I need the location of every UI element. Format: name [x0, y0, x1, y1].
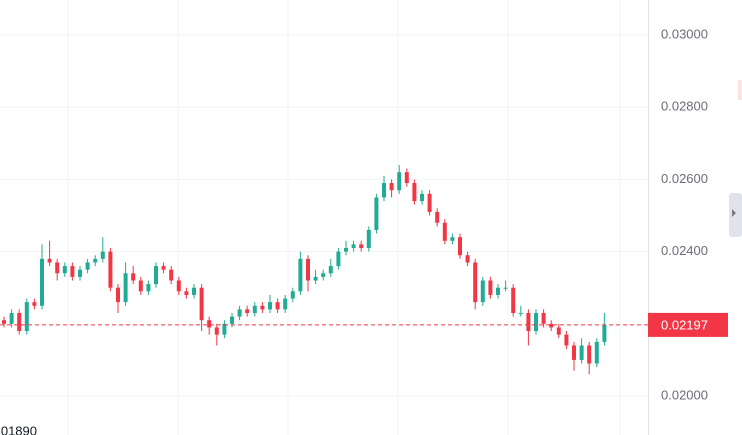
- candle-body: [283, 298, 288, 310]
- y-tick-label: 0.02000: [661, 387, 708, 402]
- candle-body: [412, 183, 417, 202]
- y-tick-label: 0.03000: [661, 26, 708, 41]
- candle-body: [275, 302, 280, 310]
- candle-body: [161, 266, 166, 270]
- candle-body: [374, 197, 379, 230]
- candle-body: [572, 345, 576, 360]
- vertical-grid: [67, 0, 621, 435]
- candle-body: [85, 262, 90, 270]
- left-price-label: 0.01890: [0, 423, 37, 435]
- y-tick-label: 0.02400: [661, 243, 708, 258]
- candle-body: [116, 287, 120, 303]
- candle-body: [2, 320, 6, 324]
- candle-body: [480, 280, 485, 303]
- candle-body: [366, 229, 371, 249]
- side-marker: [738, 80, 742, 100]
- candle-body: [169, 269, 174, 281]
- candle-body: [40, 258, 44, 306]
- candle-body: [108, 251, 113, 288]
- candle-body: [602, 324, 607, 342]
- candle-body: [404, 172, 409, 184]
- candle-body: [328, 266, 333, 274]
- candle-body: [435, 211, 440, 223]
- candle-body: [473, 262, 478, 303]
- candle-body: [511, 287, 516, 313]
- candle-body: [564, 334, 569, 346]
- candle-body: [17, 312, 22, 332]
- candle-body: [9, 312, 14, 324]
- candle-body: [47, 258, 52, 263]
- candle-body: [420, 193, 424, 202]
- candle-body: [556, 327, 561, 335]
- candle-body: [184, 291, 189, 295]
- candle-body: [268, 302, 272, 310]
- candle-body: [458, 237, 462, 256]
- candle-body: [465, 255, 470, 263]
- candle-body: [541, 312, 546, 324]
- y-tick-label: 0.02600: [661, 171, 708, 186]
- candle-body: [199, 287, 204, 321]
- candle-body: [260, 305, 265, 310]
- candle-body: [78, 269, 82, 277]
- candle-body: [252, 305, 257, 313]
- candle-body: [192, 287, 196, 295]
- scroll-handle[interactable]: [729, 193, 742, 237]
- candle-body: [138, 280, 143, 292]
- y-tick-label: 0.02800: [661, 99, 708, 114]
- scroll-arrow: [732, 209, 736, 217]
- candle-body: [427, 193, 432, 212]
- candle-body: [442, 222, 447, 241]
- candle-body: [534, 312, 538, 332]
- candle-body: [503, 287, 508, 289]
- candle-body: [488, 280, 493, 295]
- candle-body: [131, 273, 136, 281]
- candle-body: [450, 237, 455, 241]
- candle-body: [389, 183, 394, 191]
- candle-body: [123, 273, 128, 303]
- last-price-label: 0.02197: [661, 317, 708, 332]
- candles: [2, 164, 607, 375]
- candle-body: [237, 309, 242, 317]
- candle-body: [62, 266, 67, 274]
- candle-body: [154, 266, 158, 285]
- candle-body: [230, 316, 234, 324]
- candle-body: [70, 266, 75, 277]
- candle-body: [214, 327, 219, 335]
- candle-body: [344, 248, 348, 252]
- candle-body: [321, 273, 326, 277]
- candle-body: [24, 302, 29, 332]
- candle-body: [176, 280, 181, 292]
- candle-body: [32, 302, 37, 306]
- candle-body: [93, 258, 98, 263]
- candle-body: [382, 183, 386, 198]
- candle-body: [594, 341, 599, 364]
- last-price-box: [648, 312, 728, 337]
- candle-body: [298, 258, 303, 292]
- candle-body: [496, 287, 500, 295]
- candle-body: [290, 291, 295, 299]
- candle-body: [336, 251, 341, 267]
- candle-body: [587, 345, 592, 364]
- candle-body: [222, 323, 227, 335]
- candle-body: [100, 251, 105, 259]
- candle-body: [518, 312, 523, 314]
- candle-body: [579, 345, 584, 360]
- candle-body: [351, 244, 356, 249]
- candle-body: [306, 258, 310, 281]
- candle-body: [313, 276, 318, 281]
- candle-body: [549, 323, 554, 328]
- candle-body: [207, 320, 212, 328]
- candle-body: [359, 244, 364, 249]
- candle-body: [245, 309, 250, 313]
- candle-body: [146, 284, 151, 292]
- candle-body: [526, 312, 531, 332]
- candle-body: [55, 262, 60, 274]
- candle-body: [397, 172, 402, 191]
